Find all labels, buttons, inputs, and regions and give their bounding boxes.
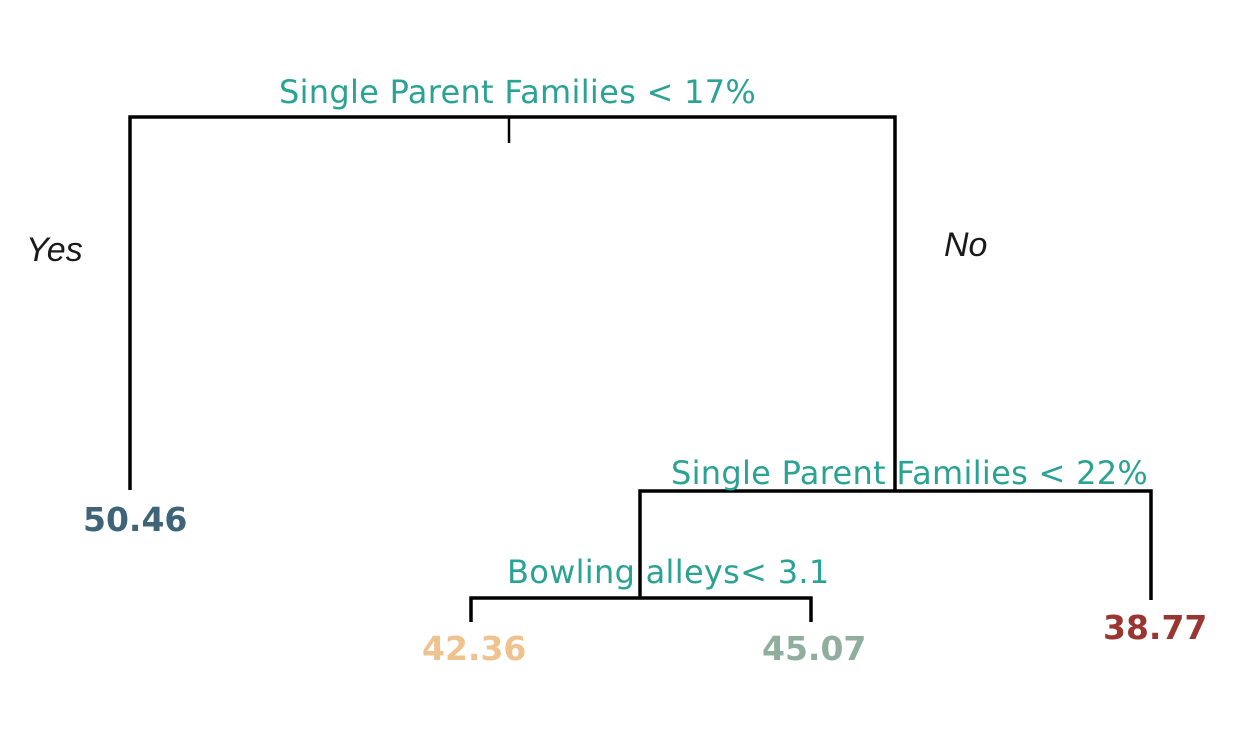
leaf-value-left: 50.46 (83, 500, 188, 539)
root-split-label: Single Parent Families < 17% (279, 73, 757, 111)
leaf-value-mid-right: 45.07 (762, 629, 867, 668)
yes-branch-label: Yes (26, 231, 83, 269)
third-split-label: Bowling alleys< 3.1 (507, 553, 830, 591)
second-split-connector (638, 489, 1153, 600)
leaf-value-right: 38.77 (1103, 608, 1208, 647)
second-split-label: Single Parent Families < 22% (671, 454, 1149, 492)
leaf-value-mid-left: 42.36 (422, 629, 527, 668)
no-branch-label: No (944, 226, 988, 264)
root-split-connector (128, 115, 897, 490)
third-split-connector (469, 596, 813, 622)
